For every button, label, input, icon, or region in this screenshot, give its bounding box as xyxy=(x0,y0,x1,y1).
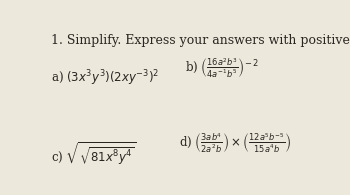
Text: c) $\sqrt{\sqrt{81x^8y^4}}$: c) $\sqrt{\sqrt{81x^8y^4}}$ xyxy=(50,141,136,167)
Text: b) $\left(\frac{16a^2b^3}{4a^{-1}b^5}\right)^{\!-2}$: b) $\left(\frac{16a^2b^3}{4a^{-1}b^5}\ri… xyxy=(185,56,259,80)
Text: d) $\left(\frac{3ab^4}{2a^2b}\right)\times\left(\frac{12a^5b^{-5}}{15a^4b}\right: d) $\left(\frac{3ab^4}{2a^2b}\right)\tim… xyxy=(179,131,292,155)
Text: a) $(3x^3y^3)(2xy^{-3})^2$: a) $(3x^3y^3)(2xy^{-3})^2$ xyxy=(50,68,159,88)
Text: 1. Simplify. Express your answers with positive exponents.: 1. Simplify. Express your answers with p… xyxy=(50,34,350,47)
